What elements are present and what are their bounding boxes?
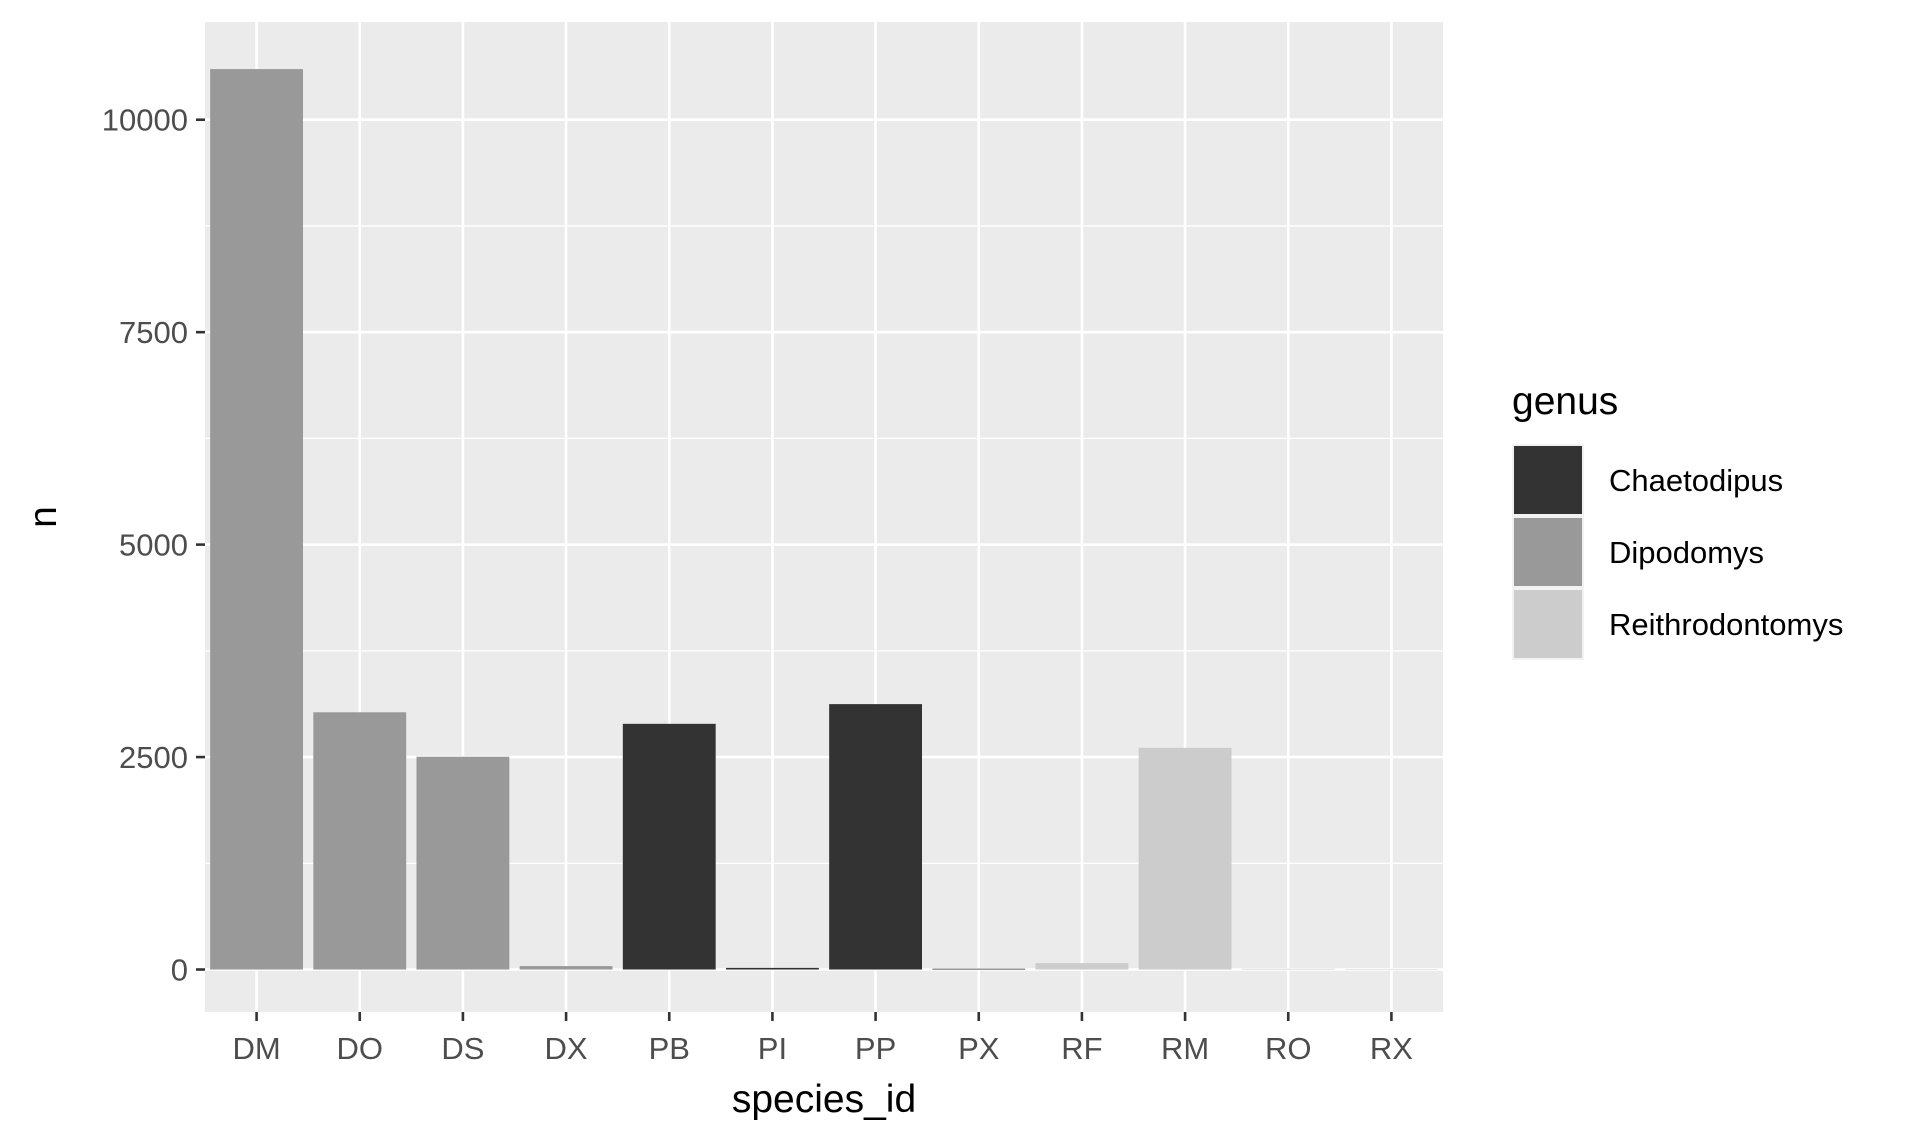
bar-do (313, 712, 407, 970)
legend-label-chaetodipus: Chaetodipus (1609, 463, 1783, 498)
y-tick-label: 7500 (119, 315, 188, 350)
x-tick-label-dm: DM (232, 1031, 280, 1066)
x-tick-label-rf: RF (1061, 1031, 1102, 1066)
bar-pi (725, 967, 819, 970)
bar-rm (1138, 747, 1232, 970)
x-axis-title: species_id (732, 1078, 916, 1121)
legend-label-reithrodontomys: Reithrodontomys (1609, 607, 1843, 642)
bars (210, 69, 1438, 970)
x-axis: DM DO DS DX PB PI PP PX RF RM RO RX (232, 1012, 1413, 1066)
y-tick-label: 5000 (119, 528, 188, 563)
x-tick-label-rm: RM (1161, 1031, 1209, 1066)
bar-pb (622, 723, 716, 970)
y-axis-title: n (22, 506, 65, 528)
bar-rx (1344, 969, 1438, 970)
bar-pp (829, 704, 923, 970)
y-tick-label: 10000 (102, 103, 188, 138)
bar-px (932, 968, 1026, 970)
x-tick-label-ds: DS (441, 1031, 484, 1066)
x-tick-label-pb: PB (649, 1031, 690, 1066)
x-tick-label-dx: DX (545, 1031, 588, 1066)
legend-title: genus (1512, 380, 1618, 423)
bar-ro (1241, 968, 1335, 970)
legend-label-dipodomys: Dipodomys (1609, 535, 1764, 570)
y-tick-label: 0 (171, 953, 188, 988)
x-tick-label-ro: RO (1265, 1031, 1312, 1066)
x-tick-label-pp: PP (855, 1031, 896, 1066)
x-tick-label-pi: PI (758, 1031, 787, 1066)
plot-panel (205, 22, 1443, 1012)
legend-key-chaetodipus (1514, 446, 1582, 514)
bar-rf (1035, 963, 1129, 970)
x-tick-label-do: DO (337, 1031, 384, 1066)
bar-ds (416, 756, 510, 970)
y-tick-label: 2500 (119, 740, 188, 775)
bar-dx (519, 966, 613, 970)
y-axis: 0 2500 5000 7500 10000 (102, 103, 205, 988)
x-tick-label-rx: RX (1370, 1031, 1413, 1066)
legend-key-dipodomys (1514, 518, 1582, 586)
x-tick-label-px: PX (958, 1031, 1000, 1066)
legend: genus Chaetodipus Dipodomys Reithrodontomy… (1512, 380, 1843, 660)
bar-dm (210, 69, 304, 970)
legend-key-reithrodontomys (1514, 590, 1582, 658)
